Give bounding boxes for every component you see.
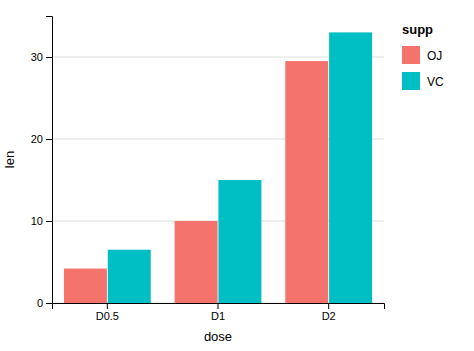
bar xyxy=(64,269,107,303)
tick: 30 xyxy=(31,51,52,63)
tick-mark xyxy=(46,139,52,140)
legend-item: VC xyxy=(402,72,444,90)
x-axis-title: dose xyxy=(204,329,232,344)
bar xyxy=(285,61,328,303)
axis-line xyxy=(53,304,385,310)
tick: 10 xyxy=(31,215,52,227)
tick-mark xyxy=(328,303,329,309)
legend-item: OJ xyxy=(402,46,442,64)
tick-mark xyxy=(46,221,52,222)
tick-label: 10 xyxy=(31,215,43,227)
tick: D0.5 xyxy=(96,303,119,322)
bar xyxy=(175,221,218,303)
tick-label: 0 xyxy=(37,297,43,309)
tick-mark xyxy=(46,303,52,304)
tick-label: 20 xyxy=(31,133,43,145)
bar xyxy=(108,250,151,303)
tick-label: D1 xyxy=(211,310,225,322)
tick: D1 xyxy=(211,303,225,322)
tick-mark xyxy=(107,303,108,309)
legend-label: OJ xyxy=(427,49,442,63)
tick-label: 30 xyxy=(31,51,43,63)
y-axis: 0 10 20 30 xyxy=(31,17,53,310)
bar-series xyxy=(108,32,372,303)
legend-swatch xyxy=(402,46,420,64)
y-axis-title: len xyxy=(2,151,17,168)
tick-mark xyxy=(46,57,52,58)
tick: D2 xyxy=(322,303,336,322)
tick: 20 xyxy=(31,133,52,145)
legend: supp OJ VC xyxy=(402,22,444,90)
bar xyxy=(218,180,261,303)
x-axis: D0.5 D1 D2 xyxy=(53,303,385,322)
plot: D0.5 D1 D2 0 10 20 30 xyxy=(31,17,385,322)
axis-line xyxy=(46,17,53,304)
tick-mark xyxy=(218,303,219,309)
tick-label: D0.5 xyxy=(96,310,119,322)
bars xyxy=(64,32,372,303)
bar xyxy=(329,32,372,303)
tick-label: D2 xyxy=(322,310,336,322)
legend-swatch xyxy=(402,72,420,90)
chart: D0.5 D1 D2 0 10 20 30 dose len supp OJ VC xyxy=(0,0,474,351)
legend-title: supp xyxy=(402,22,433,37)
bar-series xyxy=(64,61,328,303)
legend-label: VC xyxy=(427,75,444,89)
tick: 0 xyxy=(37,297,52,309)
